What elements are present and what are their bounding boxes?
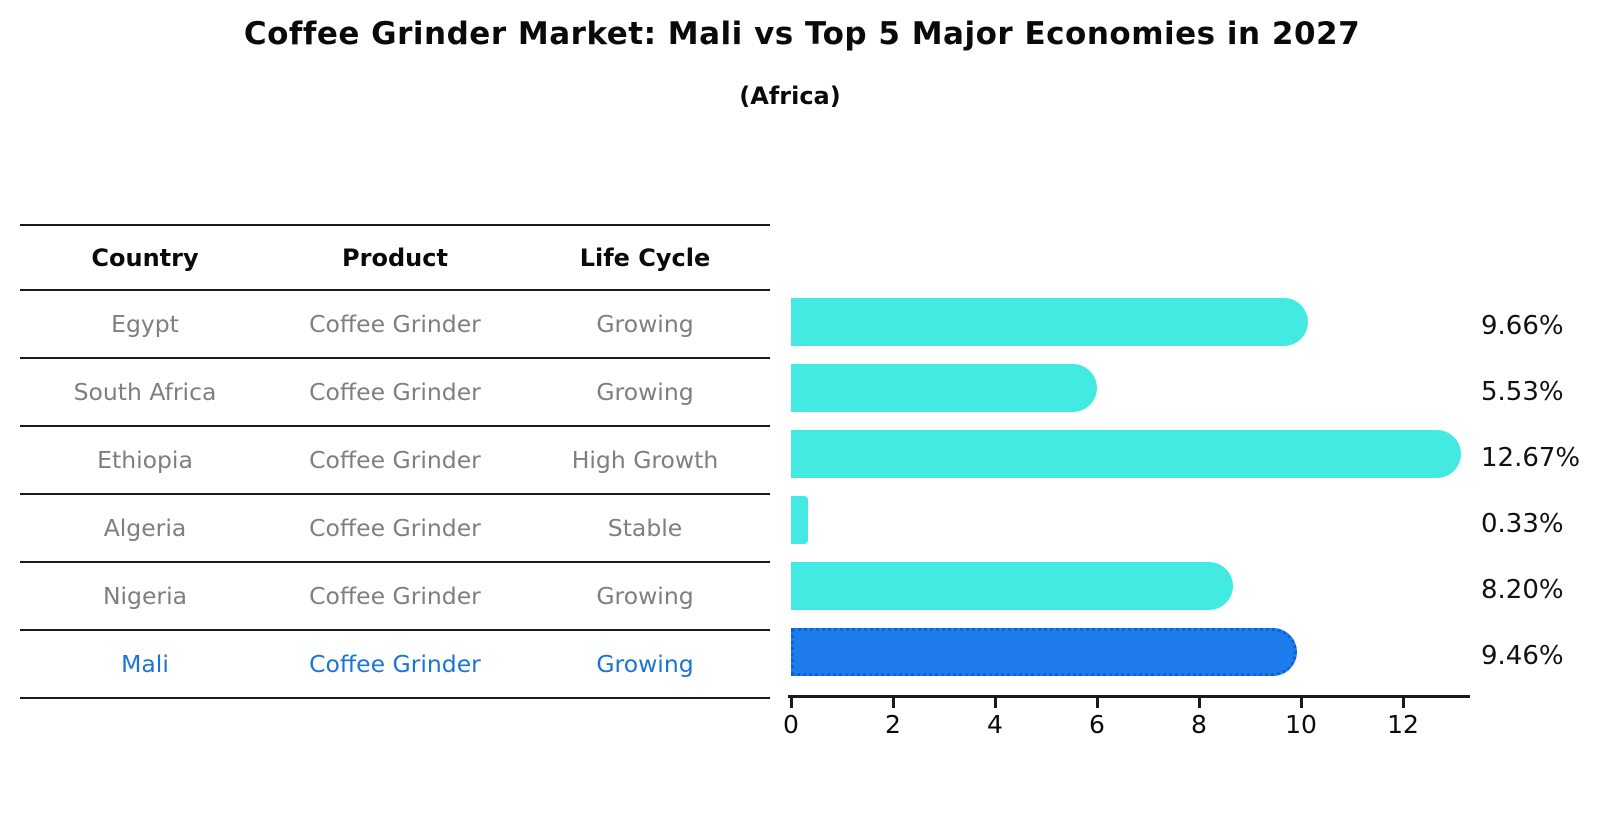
table-row-egypt: Egypt Coffee Grinder Growing [20, 291, 770, 359]
x-tick-label-2: 2 [885, 710, 901, 739]
cell-product: Coffee Grinder [309, 514, 481, 542]
cell-product: Coffee Grinder [309, 582, 481, 610]
bar-south-africa [791, 364, 1098, 412]
cell-life-cycle: Growing [596, 582, 694, 610]
value-label-ethiopia: 12.67% [1481, 443, 1581, 473]
table-body: Egypt Coffee Grinder Growing South Africa Co… [20, 291, 770, 699]
cell-product: Coffee Grinder [309, 378, 481, 406]
header-life-cycle: Life Cycle [579, 243, 711, 272]
x-tick-label-10: 10 [1285, 710, 1317, 739]
bar-mali [791, 628, 1298, 676]
x-tick-mark-8 [1197, 698, 1201, 708]
header-product: Product [342, 243, 448, 272]
cell-country: Ethiopia [97, 446, 193, 474]
table-row-mali: Mali Coffee Grinder Growing [20, 631, 770, 699]
x-axis-line [788, 695, 1470, 698]
x-tick-mark-10 [1299, 698, 1303, 708]
cell-country: Nigeria [102, 582, 188, 610]
table-row-ethiopia: Ethiopia Coffee Grinder High Growth [20, 427, 770, 495]
cell-life-cycle: Growing [596, 310, 694, 338]
chart-title: Coffee Grinder Market: Mali vs Top 5 Maj… [243, 16, 1361, 52]
table-row-algeria: Algeria Coffee Grinder Stable [20, 495, 770, 563]
country-table: Country Product Life Cycle Egypt Coffee G… [20, 224, 770, 699]
value-label-egypt: 9.66% [1481, 311, 1564, 341]
bar-algeria [791, 496, 808, 544]
cell-life-cycle: Growing [596, 650, 694, 678]
table-header-row: Country Product Life Cycle [20, 224, 770, 291]
x-tick-mark-6 [1095, 698, 1099, 708]
x-tick-mark-4 [993, 698, 997, 708]
x-tick-label-6: 6 [1089, 710, 1105, 739]
x-tick-label-4: 4 [987, 710, 1003, 739]
cell-product: Coffee Grinder [309, 650, 481, 678]
x-tick-mark-12 [1401, 698, 1405, 708]
cell-country: South Africa [73, 378, 217, 406]
bar-ethiopia [791, 430, 1462, 478]
header-country: Country [91, 243, 199, 272]
cell-country: Mali [121, 650, 169, 678]
x-tick-label-0: 0 [783, 710, 799, 739]
cell-country: Egypt [111, 310, 179, 338]
cell-life-cycle: Stable [607, 514, 683, 542]
cell-life-cycle: High Growth [571, 446, 719, 474]
x-tick-mark-0 [789, 698, 793, 708]
x-tick-label-8: 8 [1191, 710, 1207, 739]
chart-subtitle: (Africa) [739, 82, 841, 110]
table-row-south-africa: South Africa Coffee Grinder Growing [20, 359, 770, 427]
table-row-nigeria: Nigeria Coffee Grinder Growing [20, 563, 770, 631]
cell-product: Coffee Grinder [309, 446, 481, 474]
x-tick-mark-2 [891, 698, 895, 708]
cell-life-cycle: Growing [596, 378, 694, 406]
bar-nigeria [791, 562, 1234, 610]
value-label-mali: 9.46% [1481, 641, 1564, 671]
cell-country: Algeria [103, 514, 187, 542]
value-label-south-africa: 5.53% [1481, 377, 1564, 407]
x-tick-label-12: 12 [1387, 710, 1419, 739]
value-label-algeria: 0.33% [1481, 509, 1564, 539]
cell-product: Coffee Grinder [309, 310, 481, 338]
bar-egypt [791, 298, 1308, 346]
value-label-nigeria: 8.20% [1481, 575, 1564, 605]
